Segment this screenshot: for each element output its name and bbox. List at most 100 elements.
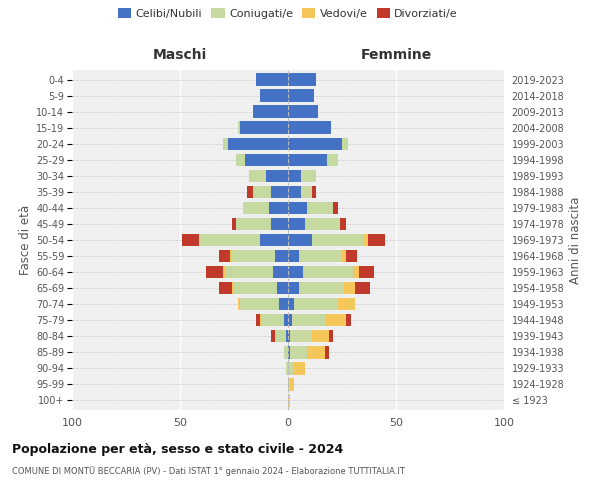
Bar xyxy=(327,154,338,166)
Bar xyxy=(292,314,325,326)
Bar xyxy=(288,122,331,134)
Bar xyxy=(249,170,266,182)
Bar xyxy=(275,250,288,262)
Bar xyxy=(182,234,199,246)
Bar xyxy=(288,362,295,374)
Bar xyxy=(290,378,295,390)
Bar xyxy=(288,186,301,198)
Text: COMUNE DI MONTÜ BECCARIA (PV) - Dati ISTAT 1° gennaio 2024 - Elaborazione TUTTIT: COMUNE DI MONTÜ BECCARIA (PV) - Dati IST… xyxy=(12,466,405,476)
Text: Popolazione per età, sesso e stato civile - 2024: Popolazione per età, sesso e stato civil… xyxy=(12,442,343,456)
Bar xyxy=(260,234,288,246)
Bar xyxy=(346,250,357,262)
Bar xyxy=(312,186,316,198)
Bar xyxy=(288,378,290,390)
Bar xyxy=(342,250,346,262)
Bar xyxy=(242,202,269,214)
Bar xyxy=(344,282,355,294)
Bar xyxy=(301,186,312,198)
Bar xyxy=(288,170,301,182)
Bar xyxy=(359,266,374,278)
Bar xyxy=(288,314,292,326)
Bar xyxy=(295,362,305,374)
Bar xyxy=(288,282,299,294)
Bar xyxy=(271,218,288,230)
Bar xyxy=(226,266,273,278)
Bar xyxy=(364,234,368,246)
Bar xyxy=(223,138,227,150)
Bar xyxy=(234,282,277,294)
Bar xyxy=(303,266,353,278)
Bar xyxy=(256,74,288,86)
Bar xyxy=(256,314,260,326)
Bar xyxy=(241,298,280,310)
Bar xyxy=(312,330,329,342)
Bar xyxy=(290,346,307,358)
Bar xyxy=(286,362,288,374)
Y-axis label: Fasce di età: Fasce di età xyxy=(19,205,32,275)
Bar xyxy=(288,74,316,86)
Bar xyxy=(219,282,232,294)
Bar xyxy=(277,282,288,294)
Bar xyxy=(219,250,230,262)
Bar xyxy=(238,298,241,310)
Bar xyxy=(236,218,271,230)
Bar xyxy=(334,202,338,214)
Bar xyxy=(284,314,288,326)
Bar xyxy=(260,90,288,102)
Bar xyxy=(241,122,288,134)
Bar xyxy=(353,266,359,278)
Bar xyxy=(238,122,241,134)
Bar xyxy=(253,186,271,198)
Bar xyxy=(299,250,342,262)
Bar xyxy=(288,138,342,150)
Bar xyxy=(260,314,262,326)
Bar xyxy=(295,298,338,310)
Bar xyxy=(338,298,355,310)
Bar xyxy=(273,266,288,278)
Bar xyxy=(355,282,370,294)
Bar xyxy=(288,330,290,342)
Bar xyxy=(325,314,346,326)
Bar xyxy=(223,266,226,278)
Bar xyxy=(288,250,299,262)
Bar xyxy=(288,154,327,166)
Bar xyxy=(368,234,385,246)
Bar xyxy=(288,346,290,358)
Bar xyxy=(329,330,334,342)
Bar xyxy=(232,218,236,230)
Bar xyxy=(286,330,288,342)
Bar xyxy=(288,202,307,214)
Bar xyxy=(288,106,318,118)
Bar xyxy=(288,234,312,246)
Text: Femmine: Femmine xyxy=(361,48,431,62)
Text: Maschi: Maschi xyxy=(153,48,207,62)
Bar xyxy=(288,394,290,406)
Bar xyxy=(199,234,260,246)
Bar xyxy=(271,186,288,198)
Bar xyxy=(342,138,349,150)
Bar xyxy=(271,330,275,342)
Bar xyxy=(307,346,325,358)
Y-axis label: Anni di nascita: Anni di nascita xyxy=(569,196,581,284)
Bar xyxy=(301,170,316,182)
Bar xyxy=(307,202,334,214)
Bar xyxy=(305,218,340,230)
Bar xyxy=(230,250,232,262)
Bar xyxy=(232,250,275,262)
Bar xyxy=(266,170,288,182)
Bar xyxy=(325,346,329,358)
Bar xyxy=(247,186,253,198)
Bar xyxy=(227,138,288,150)
Bar xyxy=(253,106,288,118)
Bar xyxy=(288,218,305,230)
Bar xyxy=(280,298,288,310)
Bar xyxy=(288,266,303,278)
Bar xyxy=(245,154,288,166)
Bar xyxy=(312,234,364,246)
Bar xyxy=(340,218,346,230)
Bar xyxy=(288,298,295,310)
Bar xyxy=(290,330,312,342)
Bar xyxy=(275,330,286,342)
Bar xyxy=(262,314,284,326)
Bar xyxy=(236,154,245,166)
